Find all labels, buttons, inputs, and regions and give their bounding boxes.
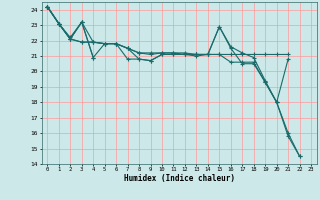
X-axis label: Humidex (Indice chaleur): Humidex (Indice chaleur) xyxy=(124,174,235,183)
